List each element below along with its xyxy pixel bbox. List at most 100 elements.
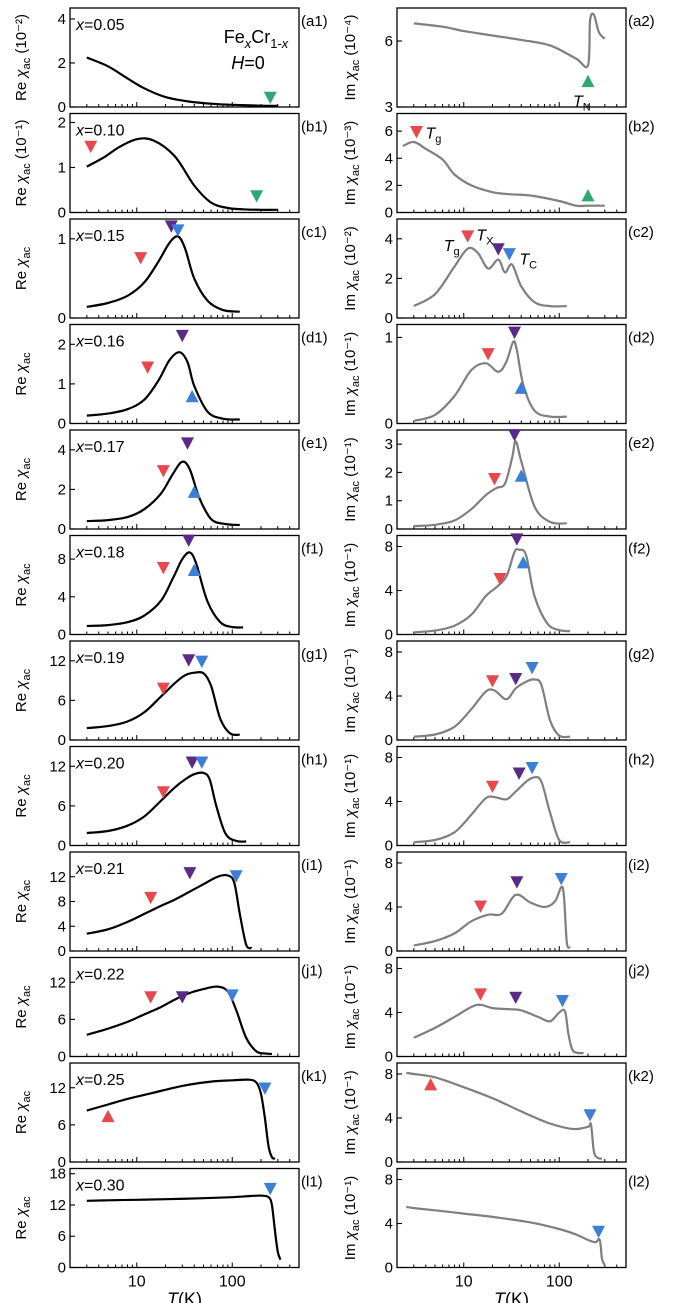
panel-i1: 0 4 8 12 Re χac (i1) x=0.21 — [13, 851, 323, 960]
panel-d2: 0 1 Im χac (10⁻¹) (d2) — [342, 323, 655, 433]
y-tick-label: 6 — [58, 1228, 66, 1245]
y-tick-label: 3 — [385, 99, 393, 116]
purple-triangle-marker — [510, 533, 524, 546]
y-tick-label: 8 — [385, 539, 393, 556]
series-line-real — [86, 551, 244, 629]
y-tick-label: 0 — [385, 838, 393, 855]
panel-g1: 0 6 12 Re χac (g1) x=0.19 — [13, 640, 328, 749]
series-line-imag — [413, 885, 572, 949]
y-tick-label: 18 — [49, 1166, 66, 1183]
plot-frame — [396, 1062, 627, 1163]
panel-id: (c2) — [628, 224, 654, 241]
purple-triangle-marker — [512, 767, 526, 780]
plot-frame — [396, 218, 627, 319]
y-tick-label: 6 — [58, 798, 66, 815]
y-tick-label: 4 — [58, 589, 66, 606]
purple-triangle-marker — [509, 991, 523, 1005]
composition-label: x=0.16 — [75, 334, 125, 351]
y-tick-label: 8 — [385, 750, 393, 767]
panel-id: (k2) — [628, 1068, 654, 1085]
x-tick-label: 100 — [219, 1274, 246, 1291]
composition-label: x=0.17 — [75, 439, 125, 456]
panel-a1: 0 2 4 Re χac (10⁻²) (a1) x=0.05 — [13, 7, 328, 116]
plot-frame — [396, 851, 627, 952]
panel-id: (f1) — [301, 541, 324, 558]
purple-triangle-marker — [183, 867, 197, 880]
y-tick-label: 2 — [385, 464, 393, 481]
y-tick-label: 8 — [385, 644, 393, 661]
y-axis-label: Im χac (10⁻¹) — [342, 1176, 362, 1260]
transition-label: Tg — [444, 238, 460, 258]
series-line-real — [86, 771, 247, 843]
y-tick-label: 6 — [58, 1117, 66, 1134]
plot-frame — [69, 112, 300, 214]
y-tick-label: 0 — [385, 943, 393, 960]
y-axis-label: Re χac — [13, 1090, 33, 1134]
blue-triangle-marker — [514, 469, 528, 482]
series-line-imag — [413, 246, 567, 308]
composition-label: x=0.15 — [75, 228, 125, 245]
series-line-real — [86, 873, 253, 950]
blue-triangle-marker — [514, 381, 528, 394]
y-tick-label: 0 — [385, 521, 393, 538]
series-line-real — [86, 1078, 276, 1160]
y-axis-label: Re χac — [13, 879, 33, 923]
plot-frame — [396, 1167, 627, 1269]
panel-id: (l1) — [301, 1174, 323, 1191]
panel-a2: 3 6 Im χac (10⁻⁴) (a2) TN — [342, 7, 655, 116]
plot-frame — [69, 218, 300, 319]
red-triangle-marker — [488, 473, 502, 486]
y-tick-label: 4 — [58, 11, 66, 28]
y-axis-label: Re χac — [13, 985, 33, 1029]
panel-id: (d2) — [628, 330, 655, 347]
composition-label: x=0.21 — [75, 861, 125, 878]
y-axis-label: Re χac (10⁻¹) — [13, 120, 33, 207]
purple-triangle-marker — [509, 673, 523, 686]
x-tick-label: 10 — [455, 1274, 473, 1291]
blue-triangle-marker — [525, 762, 539, 775]
y-tick-label: 12 — [49, 1197, 66, 1214]
blue-triangle-marker — [225, 989, 239, 1002]
y-tick-label: 4 — [385, 1216, 393, 1233]
series-line-real — [86, 460, 240, 527]
x-tick-label: 10 — [128, 1274, 146, 1291]
panel-id: (e1) — [301, 435, 328, 452]
series-line-imag — [406, 1205, 606, 1266]
y-axis-label: Re χac — [13, 1196, 33, 1240]
y-tick-label: 6 — [385, 123, 393, 140]
panel-id: (f2) — [628, 541, 651, 558]
y-tick-label: 0 — [58, 627, 66, 644]
panel-d1: 0 1 2 Re χac (d1) x=0.16 — [13, 323, 328, 433]
y-tick-label: 1 — [385, 329, 393, 346]
y-tick-label: 3 — [385, 436, 393, 453]
material-label: FexCr1-x — [224, 27, 289, 51]
red-triangle-marker — [156, 562, 170, 575]
x-axis-title: T(K) — [167, 1290, 202, 1303]
blue-triangle-marker — [263, 1182, 277, 1196]
transition-label: TN — [573, 94, 591, 114]
y-tick-label: 4 — [385, 150, 393, 167]
blue-triangle-marker — [554, 873, 568, 886]
y-axis-label: Im χac (10⁻¹) — [342, 543, 362, 627]
panel-j1: 0 6 12 Re χac (j1) x=0.22 — [13, 956, 323, 1066]
red-triangle-marker — [156, 786, 170, 799]
y-tick-label: 0 — [58, 1154, 66, 1171]
composition-label: x=0.25 — [75, 1072, 125, 1089]
series-line-real — [86, 137, 278, 211]
y-tick-label: 0 — [58, 732, 66, 749]
purple-triangle-marker — [164, 220, 178, 233]
panel-id: (i2) — [628, 857, 650, 874]
panel-id: (d1) — [301, 330, 328, 347]
composition-label: x=0.19 — [75, 650, 125, 667]
y-tick-label: 0 — [385, 1260, 393, 1277]
panel-k2: 0 4 8 Im χac (10⁻¹) (k2) — [342, 1062, 654, 1171]
plot-frame — [396, 640, 627, 741]
y-tick-label: 6 — [385, 33, 393, 50]
blue-triangle-marker — [502, 248, 516, 261]
y-tick-label: 8 — [385, 1066, 393, 1083]
blue-triangle-marker — [195, 655, 209, 668]
purple-triangle-marker — [175, 329, 189, 343]
y-tick-label: 12 — [49, 758, 66, 775]
panel-id: (j2) — [628, 963, 650, 980]
